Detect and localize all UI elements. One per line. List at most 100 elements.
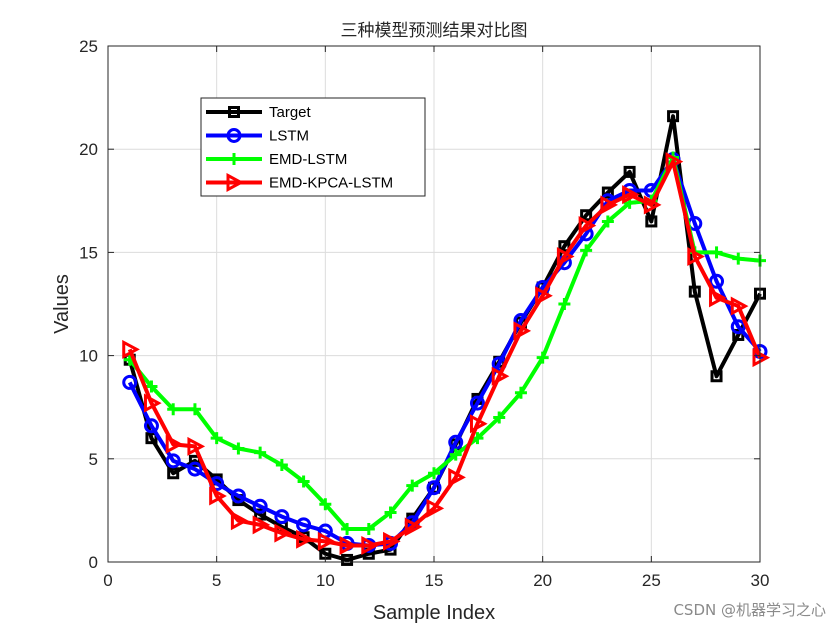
legend-label: Target bbox=[269, 104, 312, 121]
y-axis-label: Values bbox=[51, 274, 73, 334]
data-point-emd-kpca-lstm bbox=[469, 414, 488, 434]
series-emd-lstm bbox=[123, 151, 766, 535]
legend-entry-emd-kpca-lstm: EMD-KPCA-LSTM bbox=[206, 172, 393, 193]
data-point-lstm bbox=[252, 498, 268, 514]
data-point-lstm bbox=[426, 480, 442, 496]
x-tick-label: 5 bbox=[212, 571, 221, 590]
data-point-emd-kpca-lstm bbox=[535, 286, 553, 306]
data-point-emd-lstm bbox=[188, 403, 201, 416]
data-point-emd-kpca-lstm bbox=[709, 288, 727, 308]
legend-marker bbox=[226, 128, 242, 143]
data-point-lstm bbox=[187, 461, 203, 477]
data-point-emd-lstm bbox=[167, 403, 180, 416]
y-tick-label: 25 bbox=[79, 37, 98, 56]
data-point-lstm bbox=[469, 395, 485, 411]
data-point-emd-kpca-lstm bbox=[556, 247, 575, 267]
data-point-emd-lstm bbox=[297, 475, 310, 488]
data-point-lstm bbox=[122, 374, 138, 390]
series-emd-kpca-lstm bbox=[122, 152, 771, 555]
x-tick-label: 25 bbox=[642, 571, 661, 590]
data-point-emd-kpca-lstm bbox=[339, 535, 358, 555]
data-point-target bbox=[710, 370, 723, 383]
data-point-lstm bbox=[143, 418, 159, 434]
data-point-emd-kpca-lstm bbox=[730, 296, 749, 316]
data-point-emd-kpca-lstm bbox=[187, 436, 206, 456]
legend: Target LSTM EMD-LSTM EMD-KPCA-LSTM bbox=[200, 97, 426, 197]
data-point-emd-kpca-lstm bbox=[252, 515, 271, 535]
y-tick-label: 10 bbox=[79, 347, 98, 366]
data-point-emd-kpca-lstm bbox=[578, 216, 597, 236]
x-tick-label: 10 bbox=[316, 571, 335, 590]
data-point-emd-kpca-lstm bbox=[643, 195, 662, 215]
y-tick-label: 20 bbox=[79, 140, 98, 159]
axis-ticks: 0 5 10 15 20 25 30 0 5 10 15 20 25 bbox=[79, 37, 769, 590]
data-point-emd-kpca-lstm bbox=[165, 434, 184, 454]
legend-entry-emd-lstm: EMD-LSTM bbox=[206, 151, 347, 168]
data-point-emd-lstm bbox=[145, 380, 158, 393]
data-point-target bbox=[558, 240, 571, 253]
x-tick-label: 30 bbox=[751, 571, 770, 590]
data-point-lstm bbox=[165, 453, 181, 469]
y-tick-label: 0 bbox=[89, 553, 98, 572]
data-point-target bbox=[645, 215, 658, 228]
data-point-emd-lstm bbox=[493, 411, 506, 424]
data-point-emd-kpca-lstm bbox=[274, 523, 293, 543]
x-tick-label: 20 bbox=[533, 571, 552, 590]
legend-marker bbox=[228, 106, 240, 118]
legend-marker bbox=[226, 172, 245, 193]
data-point-emd-lstm bbox=[601, 215, 614, 228]
data-point-emd-kpca-lstm bbox=[230, 511, 249, 531]
data-point-emd-lstm bbox=[449, 448, 462, 461]
x-tick-label: 0 bbox=[103, 571, 112, 590]
legend-entry-target: Target bbox=[206, 104, 312, 121]
data-point-target bbox=[688, 285, 701, 298]
legend-entry-lstm: LSTM bbox=[206, 128, 309, 145]
data-point-target bbox=[732, 328, 745, 341]
data-point-target bbox=[667, 110, 680, 123]
data-point-emd-lstm bbox=[536, 351, 549, 364]
data-point-target bbox=[145, 432, 158, 445]
data-point-emd-lstm bbox=[406, 479, 419, 492]
data-point-target bbox=[623, 165, 636, 178]
data-point-lstm bbox=[230, 488, 246, 504]
data-point-emd-lstm bbox=[384, 506, 397, 519]
chart-title: 三种模型预测结果对比图 bbox=[341, 21, 528, 41]
data-point-emd-lstm bbox=[319, 498, 332, 511]
data-point-emd-kpca-lstm bbox=[665, 152, 684, 172]
data-point-emd-kpca-lstm bbox=[687, 247, 705, 267]
series-layer bbox=[122, 110, 771, 566]
data-point-emd-lstm bbox=[362, 522, 375, 535]
data-point-emd-lstm bbox=[428, 467, 440, 480]
data-point-lstm bbox=[274, 509, 290, 525]
data-point-emd-kpca-lstm bbox=[143, 393, 162, 413]
data-point-emd-kpca-lstm bbox=[426, 498, 445, 518]
data-point-emd-kpca-lstm bbox=[122, 339, 140, 359]
data-point-emd-lstm bbox=[275, 458, 288, 471]
data-point-emd-kpca-lstm bbox=[361, 535, 379, 555]
legend-label: EMD-KPCA-LSTM bbox=[269, 175, 393, 192]
data-point-target bbox=[167, 467, 180, 480]
data-point-emd-lstm bbox=[210, 432, 223, 445]
data-point-emd-kpca-lstm bbox=[383, 531, 401, 551]
data-point-emd-lstm bbox=[254, 446, 267, 459]
watermark: CSDN @机器学习之心 bbox=[673, 601, 826, 619]
data-point-target bbox=[580, 209, 593, 222]
data-point-emd-kpca-lstm bbox=[209, 486, 227, 506]
data-point-emd-kpca-lstm bbox=[317, 531, 336, 551]
data-point-emd-lstm bbox=[514, 386, 527, 399]
data-point-emd-kpca-lstm bbox=[513, 321, 532, 341]
data-point-lstm bbox=[709, 273, 725, 289]
y-tick-label: 15 bbox=[79, 243, 98, 262]
data-point-lstm bbox=[448, 434, 464, 450]
data-point-emd-lstm bbox=[710, 246, 723, 259]
data-point-emd-lstm bbox=[732, 252, 745, 265]
legend-label: LSTM bbox=[269, 128, 309, 145]
legend-marker bbox=[228, 153, 240, 165]
data-point-emd-lstm bbox=[341, 522, 354, 535]
data-point-emd-kpca-lstm bbox=[296, 529, 314, 549]
data-point-emd-lstm bbox=[232, 442, 245, 455]
data-point-emd-kpca-lstm bbox=[622, 185, 640, 205]
data-point-target bbox=[601, 186, 614, 199]
data-point-emd-kpca-lstm bbox=[404, 517, 423, 537]
